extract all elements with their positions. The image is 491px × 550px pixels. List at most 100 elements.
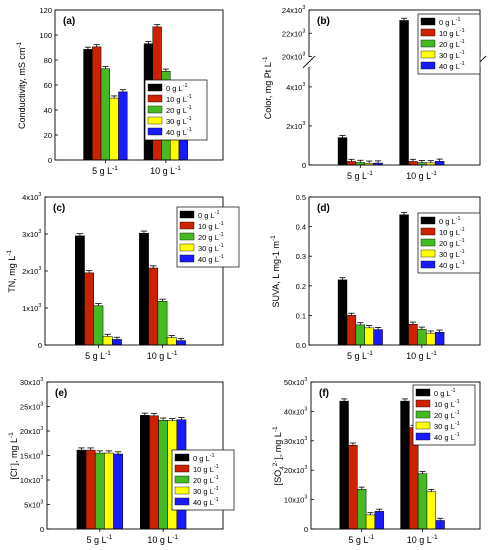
bar xyxy=(364,327,374,346)
bar xyxy=(355,324,365,346)
legend-label: 20 g L-1 xyxy=(439,39,465,49)
legend-swatch xyxy=(147,94,163,103)
bar xyxy=(357,489,367,530)
chart-panel: 0 20 40 60 80 100 120 5 g L-1 10 g L-1 Conducti… xyxy=(16,6,224,176)
legend-swatch xyxy=(420,61,436,70)
bar xyxy=(75,235,85,346)
bar xyxy=(176,340,186,346)
legend-label: 40 g L-1 xyxy=(439,260,465,270)
x-tick-label: 5 g L-1 xyxy=(347,350,374,361)
y-tick-label: 25x103 xyxy=(20,402,44,412)
y-axis-label: [Cl- ], mg L-1 xyxy=(8,432,19,480)
axis-break-mark xyxy=(302,55,316,69)
legend-label: 30 g L-1 xyxy=(439,249,465,259)
y-tick-label: 4x103 xyxy=(286,82,306,92)
x-tick-label: 5 g L-1 xyxy=(348,534,375,545)
legend-swatch xyxy=(420,249,436,258)
bar xyxy=(339,400,349,530)
y-tick-label: 0.4 xyxy=(296,223,306,232)
x-tick-label: 5 g L-1 xyxy=(85,350,112,361)
bar xyxy=(346,161,357,166)
chart-panel: 0 1x103 2x103 3x103 4x103 5 g L-1 10 g L-… xyxy=(6,192,240,361)
y-axis-label: Color, mg Pt L-1 xyxy=(262,56,273,120)
legend-label: 10 g L-1 xyxy=(193,464,219,474)
legend-label: 10 g L-1 xyxy=(166,94,192,104)
bar xyxy=(94,452,105,530)
panel-label: (e) xyxy=(55,388,67,399)
bar xyxy=(435,520,445,530)
legend-label: 0 g L-1 xyxy=(198,210,220,220)
legend-label: 20 g L-1 xyxy=(434,410,460,420)
bar xyxy=(399,214,409,346)
y-tick-label: 22x103 xyxy=(282,28,306,38)
y-tick-label: 30x103 xyxy=(20,377,44,387)
legend-swatch xyxy=(415,421,431,430)
bar xyxy=(374,511,384,530)
panel-label: (b) xyxy=(317,16,330,27)
bar xyxy=(113,453,123,530)
y-tick-label: 10x103 xyxy=(284,495,308,505)
y-tick-label: 10x103 xyxy=(20,475,44,485)
legend-label: 10 g L-1 xyxy=(434,399,460,409)
bar xyxy=(149,415,159,530)
y-axis-label: SUVA, L mg-1 m-1 xyxy=(270,234,281,307)
legend-swatch xyxy=(179,232,195,241)
bar xyxy=(158,419,168,530)
bar xyxy=(434,161,445,166)
chart-panel: 0 10x103 20x103 30x103 40x103 50x103 5 g … xyxy=(272,377,481,545)
legend-label: 0 g L-1 xyxy=(439,17,461,27)
legend-label: 40 g L-1 xyxy=(434,432,460,442)
legend-swatch xyxy=(420,50,436,59)
legend-label: 40 g L-1 xyxy=(198,254,224,264)
y-tick-label: 24x103 xyxy=(282,5,306,15)
chart-panel: 0 5x103 10x103 15x103 20x103 25x103 30x10… xyxy=(8,377,235,545)
legend-swatch xyxy=(174,486,190,495)
y-tick-label: 0 xyxy=(302,161,306,170)
legend-label: 20 g L-1 xyxy=(439,238,465,248)
bar xyxy=(417,473,428,530)
y-tick-label: 0.3 xyxy=(296,252,306,261)
legend-label: 0 g L-1 xyxy=(434,388,456,398)
legend-label: 20 g L-1 xyxy=(166,105,192,115)
legend-label: 30 g L-1 xyxy=(439,50,465,60)
legend-swatch xyxy=(415,410,431,419)
legend-swatch xyxy=(174,475,190,484)
panel-label: (a) xyxy=(63,16,75,27)
y-tick-label: 20 xyxy=(44,131,52,140)
legend-label: 40 g L-1 xyxy=(166,127,192,137)
bar xyxy=(83,49,93,161)
bar xyxy=(84,272,95,346)
bar xyxy=(337,279,348,346)
bar xyxy=(166,337,177,346)
x-tick-label: 5 g L-1 xyxy=(92,165,119,176)
legend-swatch xyxy=(415,388,431,397)
chart-panel: 0 2x103 4x103 20x103 22x103 24x103 5 g L-… xyxy=(262,5,487,181)
bar xyxy=(348,444,358,530)
y-tick-label: 0.1 xyxy=(296,311,306,320)
legend-swatch xyxy=(420,260,436,269)
legend-label: 10 g L-1 xyxy=(439,227,465,237)
legend-label: 30 g L-1 xyxy=(434,421,460,431)
y-tick-label: 40x103 xyxy=(284,406,308,416)
legend-swatch xyxy=(179,221,195,230)
legend-swatch xyxy=(174,464,190,473)
legend-label: 20 g L-1 xyxy=(193,475,219,485)
legend-label: 40 g L-1 xyxy=(439,61,465,71)
legend-label: 10 g L-1 xyxy=(198,221,224,231)
bar xyxy=(93,305,104,346)
y-tick-label: 20x103 xyxy=(20,426,44,436)
bar xyxy=(102,336,113,346)
x-tick-label: 10 g L-1 xyxy=(406,350,438,361)
legend-label: 30 g L-1 xyxy=(193,486,219,496)
y-tick-label: 0.2 xyxy=(296,282,306,291)
bar xyxy=(139,233,149,346)
y-tick-label: 0 xyxy=(40,525,44,534)
bar xyxy=(92,46,102,161)
legend-swatch xyxy=(420,28,436,37)
chart-panel: 0.0 0.1 0.2 0.3 0.4 0.5 5 g L-1 10 g L-1 SUVA,… xyxy=(270,193,481,361)
legend-swatch xyxy=(420,39,436,48)
bar xyxy=(85,449,96,530)
x-tick-label: 10 g L-1 xyxy=(406,170,438,181)
bar xyxy=(408,161,418,166)
legend-swatch xyxy=(420,238,436,247)
